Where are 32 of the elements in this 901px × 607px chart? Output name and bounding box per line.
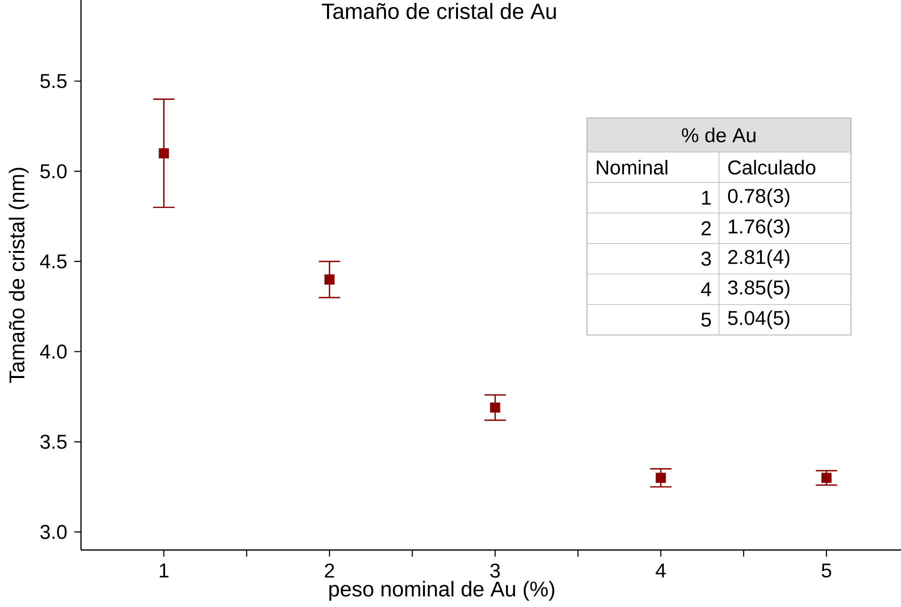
x-tick-label: 3 bbox=[490, 564, 500, 578]
y-tick-label: 5.0 bbox=[40, 164, 67, 178]
annotation: 5 bbox=[701, 312, 711, 327]
x-tick-label: 4 bbox=[656, 564, 666, 578]
annotation: 2.81(4) bbox=[728, 249, 790, 268]
annotation: Calculado bbox=[728, 160, 816, 175]
y-tick-label: 4.0 bbox=[40, 344, 67, 359]
annotation: 0.78(3) bbox=[728, 188, 790, 208]
annotation: 1.76(3) bbox=[728, 218, 790, 238]
annotation: 3.85(5) bbox=[728, 280, 790, 299]
point bbox=[656, 472, 666, 483]
annotation: 4 bbox=[701, 282, 712, 296]
point bbox=[324, 274, 335, 285]
annotation: Nominal bbox=[596, 160, 668, 175]
x-tick-label: 5 bbox=[822, 564, 832, 578]
x-tick-label: 2 bbox=[324, 564, 334, 578]
y-tick-label: 3.5 bbox=[40, 434, 67, 449]
annotation: 5.04(5) bbox=[728, 310, 790, 330]
point bbox=[158, 148, 169, 158]
x-axis-title: peso nominal de Au (%) bbox=[329, 580, 554, 601]
y-tick-label: 5.5 bbox=[40, 74, 67, 88]
y-axis-title: Tamaño de cristal (nm) bbox=[8, 168, 29, 383]
y-tick-label: 3.0 bbox=[40, 524, 67, 540]
x-tick-label: 1 bbox=[160, 564, 168, 578]
annotation: 3 bbox=[701, 252, 711, 266]
point bbox=[490, 402, 500, 413]
y-tick-label: 4.5 bbox=[40, 254, 67, 268]
chart-title: Tamaño de cristal de Au bbox=[322, 2, 556, 20]
annotation: 2 bbox=[702, 221, 711, 236]
annotation: 1 bbox=[702, 190, 711, 205]
point bbox=[821, 472, 832, 483]
annotation: % de Au bbox=[682, 128, 756, 142]
